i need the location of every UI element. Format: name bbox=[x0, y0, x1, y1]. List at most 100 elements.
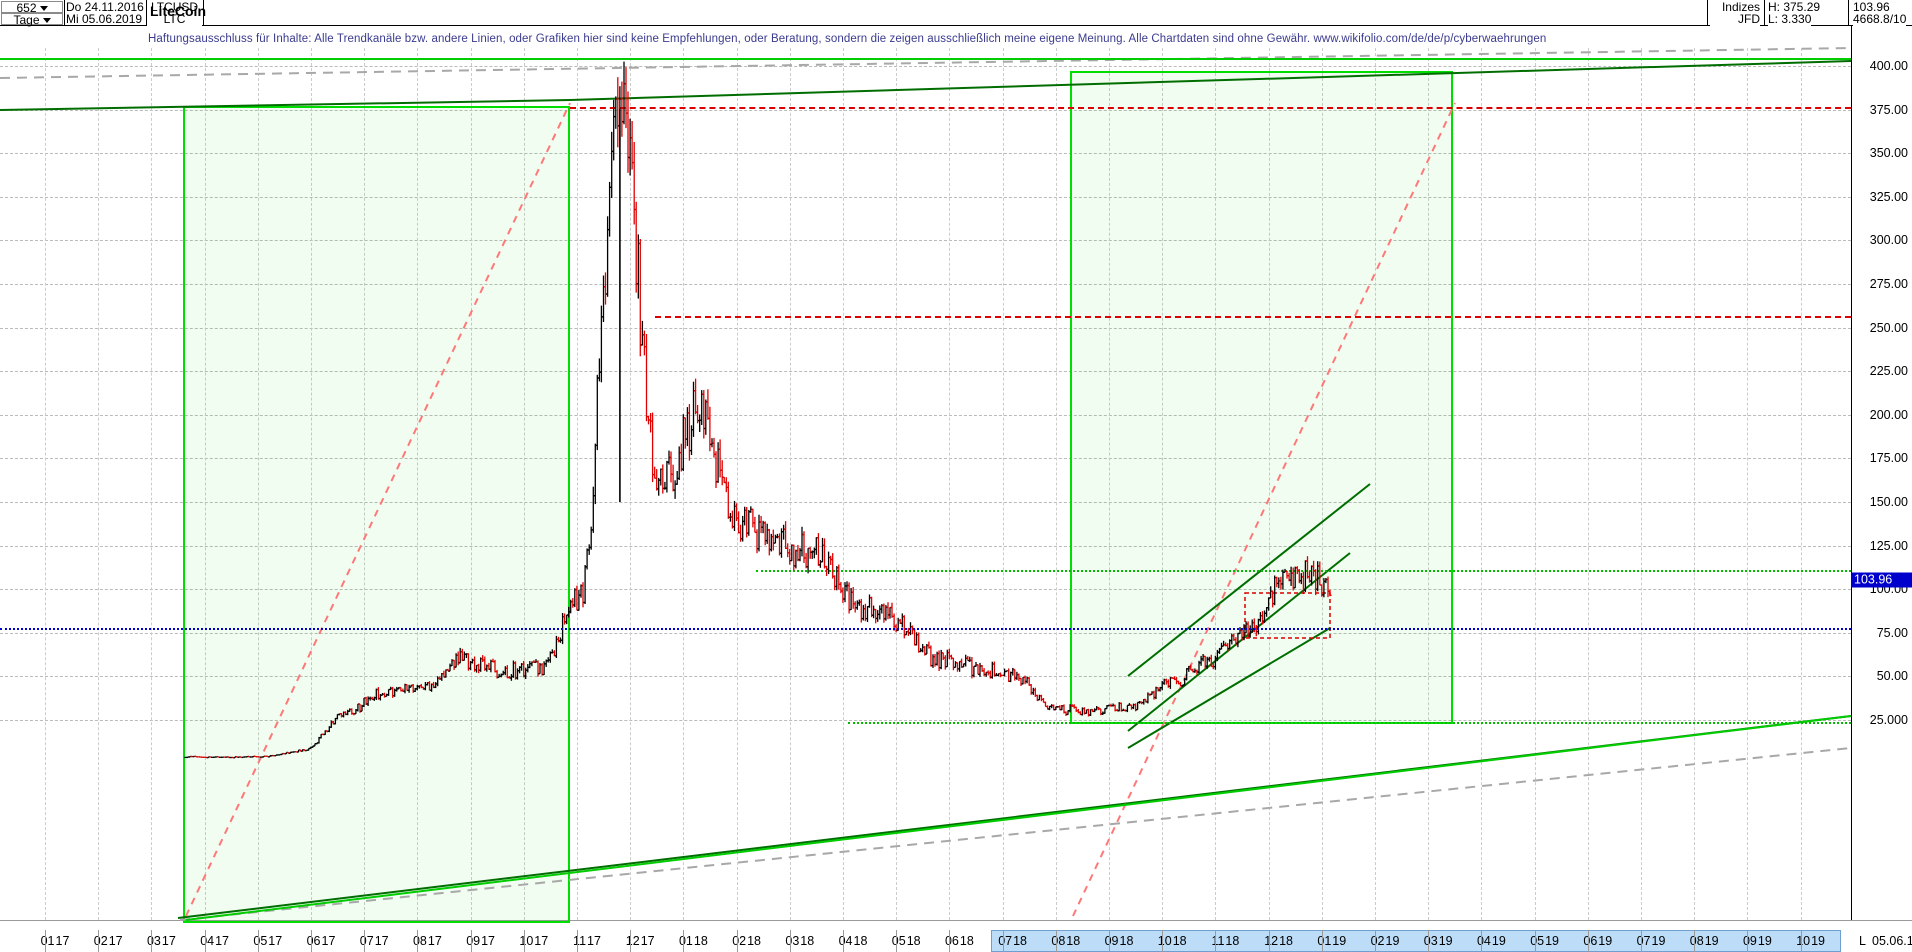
date-tick-divider bbox=[683, 930, 685, 952]
trendline-overlay bbox=[0, 47, 1852, 921]
date-tick-label: 0617 bbox=[306, 934, 336, 948]
channel-top-green bbox=[0, 99, 571, 111]
price-axis[interactable]: 400.00 375.00 350.00 325.00 300.00 275.00 250.… bbox=[1851, 26, 1912, 920]
toolbar: 652 Tage Do 24.11.2016 Mi 05.06.2019 LTC… bbox=[0, 0, 1912, 27]
resistance-line-mid[interactable] bbox=[655, 316, 1851, 318]
date-tick-divider bbox=[151, 930, 153, 952]
date-tick-label: 0719 bbox=[1636, 934, 1666, 948]
interval-value: Tage bbox=[13, 13, 40, 27]
date-tick-label: 0518 bbox=[891, 934, 921, 948]
date-tick-divider bbox=[577, 930, 578, 952]
short-channel-mid bbox=[1127, 552, 1351, 732]
date-tick-label: 1017 bbox=[519, 934, 549, 948]
price-tick-label: 275.00 bbox=[1869, 277, 1908, 291]
gridline-vertical bbox=[1162, 48, 1164, 920]
disclaimer-text: Haftungsausschluss für Inhalte: Alle Tre… bbox=[148, 33, 1547, 45]
price-tick-label: 225.00 bbox=[1869, 364, 1908, 379]
date-tick-label: 0717 bbox=[359, 934, 389, 948]
price-tick-label: 150.00 bbox=[1869, 495, 1908, 509]
date-tick-divider bbox=[843, 930, 844, 952]
gridline bbox=[0, 545, 1851, 547]
date-to[interactable]: Mi 05.06.2019 bbox=[66, 12, 144, 26]
support-line-dotted[interactable] bbox=[756, 570, 1851, 572]
gridline-vertical bbox=[1481, 48, 1483, 920]
interval-dropdown[interactable]: Tage bbox=[1, 13, 63, 27]
date-tick-label: 0417 bbox=[200, 934, 229, 948]
date-tick-label: 0119 bbox=[1317, 934, 1347, 948]
gridline bbox=[0, 414, 1851, 416]
gridline-vertical bbox=[577, 48, 578, 920]
date-tick-divider bbox=[1694, 930, 1696, 952]
date-tick-label: 0618 bbox=[944, 934, 974, 948]
chevron-down-icon bbox=[42, 17, 51, 23]
date-tick-label: 0818 bbox=[1051, 934, 1081, 948]
date-tick-label: 1217 bbox=[625, 934, 655, 948]
date-tick-divider bbox=[204, 930, 206, 952]
gridline-vertical bbox=[1641, 48, 1642, 920]
gridline-vertical bbox=[1109, 48, 1110, 920]
gridline-vertical bbox=[1747, 48, 1749, 920]
gridline bbox=[0, 109, 1851, 111]
ohlc-bars[interactable] bbox=[0, 48, 1851, 920]
date-tick-label: 1018 bbox=[1157, 934, 1187, 948]
date-tick-divider bbox=[1800, 930, 1802, 952]
date-tick-divider bbox=[736, 930, 738, 952]
gridline bbox=[0, 240, 1851, 242]
date-tick-divider bbox=[1375, 930, 1376, 952]
date-tick-divider bbox=[1268, 930, 1270, 952]
date-tick-divider bbox=[523, 930, 525, 952]
date-tick-divider bbox=[1481, 930, 1483, 952]
price-tick-label: 75.00 bbox=[1876, 625, 1908, 640]
date-tick-divider bbox=[364, 930, 366, 952]
indices-label: Indizes bbox=[1710, 1, 1760, 14]
bottom-green-line bbox=[185, 715, 1852, 921]
date-tick-label: 0619 bbox=[1583, 934, 1613, 948]
longterm-resistance-grey bbox=[0, 47, 1852, 79]
support-line-low-dotted[interactable] bbox=[848, 722, 1851, 724]
date-tick-label: 1118 bbox=[1211, 934, 1240, 948]
date-tick-divider bbox=[1162, 930, 1164, 952]
date-tick-divider bbox=[311, 930, 312, 952]
source-label: JFD bbox=[1710, 13, 1760, 26]
gridline-vertical bbox=[1694, 48, 1696, 920]
gridline-vertical bbox=[1055, 48, 1057, 920]
bars-count-value: 652 bbox=[16, 1, 37, 15]
price-tick-label: 250.00 bbox=[1869, 320, 1908, 335]
chart-plot-area[interactable] bbox=[0, 47, 1852, 923]
gridline-vertical bbox=[45, 48, 46, 920]
gridline-vertical bbox=[1215, 48, 1217, 920]
date-axis[interactable]: 0117 0217 0317 0417 0517 0617 0717 0817 0917 1017… bbox=[0, 920, 1912, 952]
resistance-line-high[interactable] bbox=[570, 107, 1851, 109]
gridline-vertical bbox=[683, 48, 685, 920]
gridline bbox=[0, 284, 1851, 285]
page-title: LiteCoin bbox=[150, 3, 206, 19]
short-channel-lower bbox=[1127, 627, 1331, 749]
last-price-badge: 103.96 bbox=[1851, 572, 1912, 588]
price-tick-label: 400.00 bbox=[1869, 59, 1908, 73]
gridline-vertical bbox=[1268, 48, 1270, 920]
gridline-vertical bbox=[470, 48, 472, 920]
price-tick-label: 175.00 bbox=[1869, 451, 1908, 466]
gridline bbox=[0, 502, 1851, 503]
gridline-vertical bbox=[523, 48, 525, 920]
date-from[interactable]: Do 24.11.2016 bbox=[66, 0, 144, 14]
date-tick-label: 0319 bbox=[1423, 934, 1453, 948]
date-tick-label: 0118 bbox=[678, 934, 708, 948]
date-tick-label: 0117 bbox=[40, 934, 70, 948]
date-tick-label: 0317 bbox=[146, 934, 176, 948]
gridline-vertical bbox=[843, 48, 844, 920]
price-tick-label: 375.00 bbox=[1869, 102, 1908, 117]
date-tick-label: 0918 bbox=[1104, 934, 1134, 948]
upper-boundary-line[interactable] bbox=[0, 58, 1851, 60]
gridline-vertical bbox=[1428, 48, 1430, 920]
price-tick-label: 200.00 bbox=[1869, 407, 1908, 422]
date-tick-divider bbox=[1321, 930, 1323, 952]
bars-count-dropdown[interactable]: 652 bbox=[1, 1, 63, 15]
gridline bbox=[0, 66, 1851, 67]
gridline bbox=[0, 371, 1851, 373]
axis-end-date: 05.06.19 bbox=[1872, 934, 1912, 948]
price-tick-label: 125.00 bbox=[1869, 538, 1908, 553]
gridline-vertical bbox=[789, 48, 791, 920]
axis-flag-label: L bbox=[1859, 934, 1866, 948]
